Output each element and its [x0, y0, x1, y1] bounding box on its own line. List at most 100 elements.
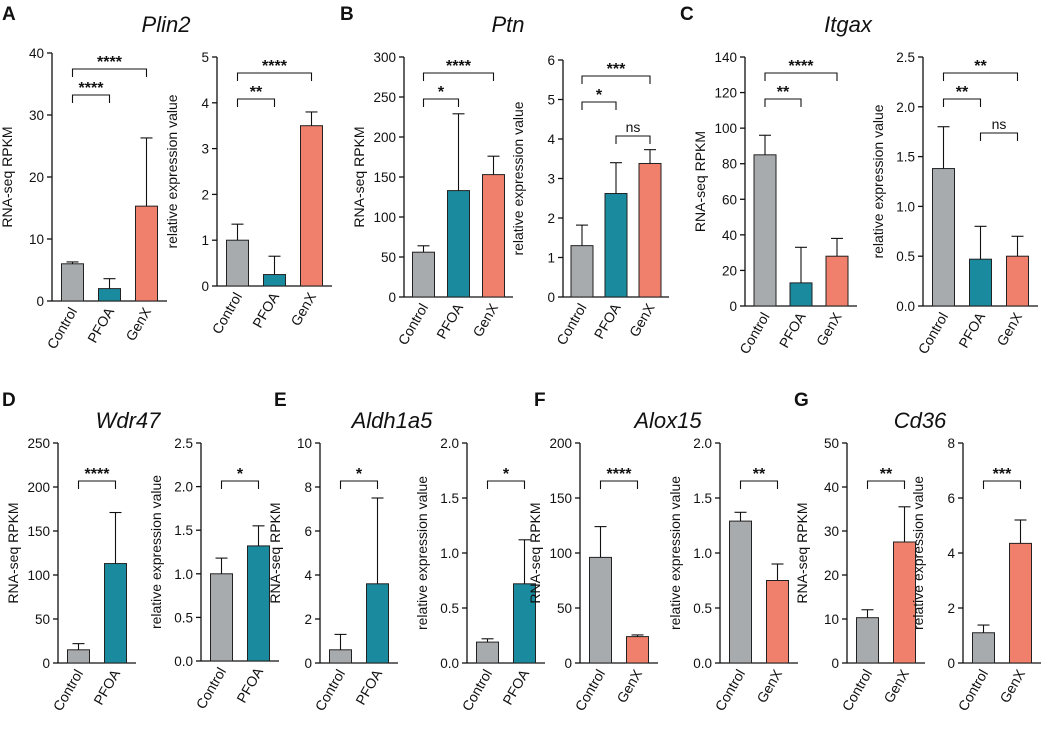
significance-bracket — [764, 98, 802, 107]
x-tick-label: Control — [572, 667, 608, 714]
bar-genx — [766, 580, 789, 664]
y-tick-label: 0.5 — [174, 610, 193, 625]
y-tick-label: 2.5 — [174, 436, 193, 451]
y-tick-label: 100 — [714, 121, 737, 136]
significance-label: **** — [97, 54, 123, 71]
bar-pfoa — [789, 282, 813, 307]
y-tick-label: 50 — [381, 250, 396, 265]
x-tick-label: Control — [736, 310, 772, 357]
y-tick-label: 1.5 — [693, 491, 712, 506]
significance-bracket — [739, 480, 779, 489]
y-axis-label: RNA-seq RPKM — [692, 131, 708, 232]
significance-bracket — [982, 480, 1022, 489]
significance-bracket — [942, 72, 1019, 81]
y-tick-label: 1.0 — [440, 546, 459, 561]
gene-title-aldh1a5: Aldh1a5 — [350, 408, 434, 433]
bar-pfoa — [104, 563, 127, 664]
significance-bracket — [599, 480, 639, 489]
y-tick-label: 2.0 — [440, 436, 459, 451]
x-tick-label: GenX — [613, 666, 645, 706]
x-tick-label: GenX — [122, 304, 154, 344]
chart-2: 0 50 100 150 200 250 300 RNA-seq RPKM Control PFO… — [351, 50, 513, 348]
y-tick-label: 4 — [201, 96, 209, 111]
y-axis-label: relative expression value — [148, 475, 164, 629]
significance-label: **** — [446, 58, 472, 75]
significance-label: *** — [993, 466, 1012, 483]
y-tick-label: 300 — [373, 50, 396, 65]
x-tick-label: Control — [312, 667, 348, 714]
significance-bracket — [422, 72, 495, 81]
bar-control — [932, 168, 955, 307]
x-tick-label: Control — [459, 667, 495, 714]
y-axis-label: RNA-seq RPKM — [794, 502, 810, 603]
y-axis-label: relative expression value — [510, 101, 526, 255]
significance-bracket — [236, 72, 313, 81]
y-tick-label: 1.5 — [174, 523, 193, 538]
y-axis-label: relative expression value — [414, 476, 430, 630]
y-tick-label: 2.0 — [693, 436, 712, 451]
panel-letter-a: A — [2, 4, 16, 25]
y-tick-label: 0.5 — [896, 249, 915, 264]
chart-12: 0 10 20 30 40 50 RNA-seq RPKM Control GenX ** — [794, 436, 925, 714]
bar-genx — [638, 162, 662, 298]
chart-6: 0 50 100 150 200 250 RNA-seq RPKM Control PFOA **… — [5, 436, 136, 714]
y-axis-label: relative expression value — [164, 94, 180, 248]
significance-label: **** — [607, 466, 633, 483]
significance-label: * — [438, 84, 445, 101]
significance-label: **** — [789, 58, 815, 75]
x-tick-label: PFOA — [499, 666, 532, 708]
significance-label: ** — [753, 466, 766, 483]
x-tick-label: GenX — [469, 300, 501, 340]
y-tick-label: 100 — [27, 568, 50, 583]
bar-genx — [300, 125, 323, 287]
significance-bracket — [77, 480, 117, 489]
panel-letter-b: B — [340, 4, 354, 25]
x-tick-label: GenX — [880, 666, 912, 706]
significance-label: ** — [956, 84, 969, 101]
gene-title-cd36: Cd36 — [894, 408, 947, 433]
chart-13: 0 2 4 6 8 relative expression value Control Gen… — [910, 436, 1041, 714]
y-tick-label: 4 — [547, 132, 555, 147]
y-tick-label: 30 — [29, 108, 44, 123]
x-tick-label: GenX — [626, 300, 658, 340]
y-tick-label: 0.5 — [693, 601, 712, 616]
chart-5: 0.0 0.5 1.0 1.5 2.0 2.5 relative expression va… — [870, 50, 1038, 357]
y-tick-label: 20 — [29, 170, 44, 185]
y-tick-label: 8 — [304, 480, 312, 495]
y-tick-label: 6 — [547, 53, 555, 68]
y-tick-label: 6 — [947, 491, 955, 506]
gene-title-ptn: Ptn — [491, 12, 524, 37]
gene-title-plin2: Plin2 — [142, 12, 191, 37]
y-tick-label: 1.0 — [174, 567, 193, 582]
chart-7: 0.0 0.5 1.0 1.5 2.0 2.5 relative expression va… — [148, 436, 279, 712]
significance-label: * — [503, 466, 510, 483]
y-tick-label: 2 — [947, 601, 955, 616]
significance-bracket — [866, 480, 906, 489]
y-tick-label: 2 — [547, 211, 555, 226]
chart-9: 0.0 0.5 1.0 1.5 2.0 relative expression value… — [414, 436, 545, 714]
y-tick-label: 1.0 — [693, 546, 712, 561]
y-tick-label: 5 — [201, 50, 209, 65]
bar-control — [972, 632, 995, 664]
y-tick-label: 40 — [722, 228, 737, 243]
x-tick-label: Control — [955, 667, 991, 714]
panel-letter-f: F — [534, 390, 546, 411]
y-tick-label: 2.0 — [896, 100, 915, 115]
y-tick-label: 1 — [201, 233, 209, 248]
y-tick-label: 140 — [714, 50, 737, 65]
x-tick-label: Control — [50, 667, 86, 714]
x-tick-label: Control — [712, 667, 748, 714]
y-tick-label: 150 — [27, 524, 50, 539]
chart-4: 0 20 40 60 80 100 120 140 RNA-seq RPKM Control PFO… — [692, 50, 857, 357]
significance-bracket — [615, 135, 651, 144]
y-tick-label: 0 — [729, 299, 737, 314]
bar-control — [329, 649, 352, 664]
significance-label: ns — [626, 119, 641, 135]
bar-genx — [1006, 255, 1029, 307]
y-tick-label: 0.0 — [896, 299, 915, 314]
x-tick-label: PFOA — [84, 304, 117, 346]
y-tick-label: 40 — [29, 46, 44, 61]
y-tick-label: 2 — [201, 187, 209, 202]
significance-bracket — [422, 98, 460, 107]
